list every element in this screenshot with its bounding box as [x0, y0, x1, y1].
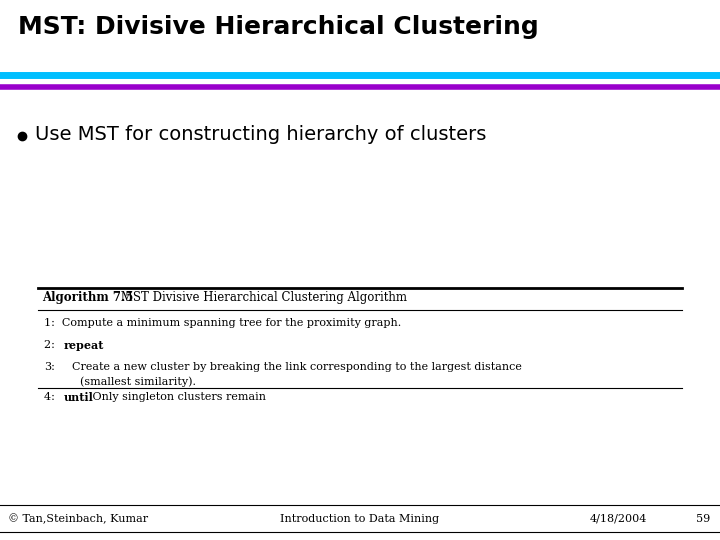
Text: 1:  Compute a minimum spanning tree for the proximity graph.: 1: Compute a minimum spanning tree for t…: [44, 318, 401, 328]
Text: (smallest similarity).: (smallest similarity).: [80, 376, 196, 387]
Text: 3:: 3:: [44, 362, 55, 372]
Text: repeat: repeat: [64, 340, 104, 351]
Text: Only singleton clusters remain: Only singleton clusters remain: [89, 392, 266, 402]
Text: Create a new cluster by breaking the link corresponding to the largest distance: Create a new cluster by breaking the lin…: [72, 362, 522, 372]
Text: 4:: 4:: [44, 392, 62, 402]
Text: MST Divisive Hierarchical Clustering Algorithm: MST Divisive Hierarchical Clustering Alg…: [117, 291, 407, 304]
Text: Algorithm 7.5: Algorithm 7.5: [42, 291, 133, 304]
Text: 59: 59: [696, 514, 710, 523]
Text: MST: Divisive Hierarchical Clustering: MST: Divisive Hierarchical Clustering: [18, 15, 539, 39]
Text: © Tan,Steinbach, Kumar: © Tan,Steinbach, Kumar: [8, 513, 148, 524]
Text: until: until: [64, 392, 94, 403]
Text: 2:: 2:: [44, 340, 62, 350]
Text: Introduction to Data Mining: Introduction to Data Mining: [280, 514, 440, 523]
Text: Use MST for constructing hierarchy of clusters: Use MST for constructing hierarchy of cl…: [35, 125, 487, 144]
Text: 4/18/2004: 4/18/2004: [590, 514, 647, 523]
